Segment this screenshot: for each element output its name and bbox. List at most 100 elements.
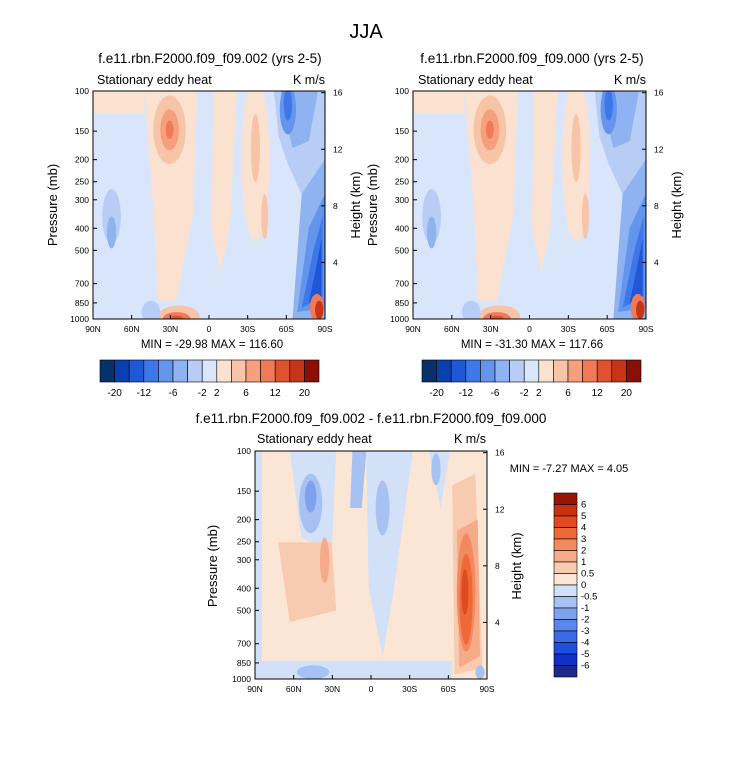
colorbar-swatch: [553, 359, 569, 383]
colorbar-swatch: [143, 359, 159, 383]
y-axis-right-label: Height (km): [509, 532, 524, 599]
colorbar-swatch: [553, 630, 578, 643]
contour-region: [629, 239, 643, 304]
y-tick-label: 150: [75, 126, 89, 136]
colorbar-label: -6: [169, 388, 178, 399]
y-tick-label: 400: [395, 223, 409, 233]
panel-left-label: Stationary eddy heat: [257, 432, 372, 446]
colorbar-label: 0: [581, 580, 586, 591]
colorbar-swatch: [553, 492, 578, 505]
colorbar-swatch: [553, 619, 578, 632]
contour-region: [635, 300, 645, 319]
colorbar-swatch: [553, 653, 578, 666]
colorbar-label: 3: [581, 534, 586, 545]
contour-region: [581, 193, 589, 240]
colorbar-swatch: [553, 515, 578, 528]
colorbar-label: 20: [299, 388, 311, 399]
min-max-text: MIN = -31.30 MAX = 117.66: [461, 339, 603, 351]
contour-field: [413, 91, 646, 319]
contour-region: [426, 216, 437, 249]
colorbar-swatch: [231, 359, 247, 383]
contour-region: [106, 216, 117, 249]
colorbar-swatch: [289, 359, 305, 383]
y-right-tick-label: 4: [495, 617, 500, 627]
x-tick-label: 30N: [483, 324, 499, 334]
y-right-tick-label: 12: [495, 504, 505, 514]
y-tick-label: 700: [395, 279, 409, 289]
colorbar-swatch: [553, 665, 578, 678]
contour-region: [255, 660, 453, 679]
x-tick-label: 30S: [402, 684, 417, 694]
colorbar-swatch: [245, 359, 261, 383]
contour-region: [350, 451, 367, 508]
y-tick-label: 700: [75, 279, 89, 289]
colorbar-swatch: [114, 359, 130, 383]
colorbar-swatch: [465, 359, 481, 383]
contour-region: [485, 120, 494, 139]
contour-region: [531, 91, 558, 274]
x-tick-label: 30N: [163, 324, 179, 334]
colorbar-swatch: [304, 359, 320, 383]
y-tick-label: 500: [75, 245, 89, 255]
colorbar-label: 12: [592, 388, 604, 399]
contour-region: [319, 537, 330, 584]
contour-region: [165, 120, 174, 139]
y-tick-label: 100: [237, 446, 251, 456]
x-tick-label: 60S: [279, 324, 294, 334]
y-right-tick-label: 8: [495, 561, 500, 571]
contour-region: [211, 91, 237, 274]
y-right-tick-label: 12: [654, 144, 664, 154]
colorbar-label: 12: [270, 388, 282, 399]
colorbar-swatch: [274, 359, 291, 383]
colorbar-swatch: [538, 359, 554, 383]
panel-units: K m/s: [293, 73, 325, 87]
colorbar-swatch: [553, 596, 578, 609]
y-tick-label: 250: [237, 537, 251, 547]
colorbar-label: 0.5: [581, 569, 594, 580]
panel-title: f.e11.rbn.F2000.f09_f09.000 (yrs 2-5): [420, 51, 643, 66]
x-tick-label: 60N: [124, 324, 140, 334]
colorbar-label: -1: [581, 603, 589, 614]
x-tick-label: 60S: [600, 324, 615, 334]
y-tick-label: 850: [395, 298, 409, 308]
x-tick-label: 60N: [444, 324, 460, 334]
y-tick-label: 500: [237, 605, 251, 615]
contour-region: [431, 453, 441, 486]
contour-region: [141, 300, 161, 319]
colorbar-swatch: [260, 359, 276, 383]
contour-region: [461, 300, 481, 319]
contour-region: [315, 300, 324, 319]
colorbar-label: 6: [581, 500, 586, 511]
colorbar-swatch: [421, 359, 437, 383]
colorbar-label: 1: [581, 557, 586, 568]
y-tick-label: 700: [237, 639, 251, 649]
contour-region: [255, 451, 262, 679]
y-tick-label: 1000: [232, 674, 251, 684]
y-right-tick-label: 16: [654, 88, 664, 98]
y-tick-label: 200: [75, 155, 89, 165]
colorbar-swatch: [553, 561, 578, 574]
y-tick-label: 1000: [390, 314, 409, 324]
colorbar-label: 2: [536, 388, 542, 399]
y-tick-label: 300: [237, 555, 251, 565]
colorbar-swatch: [582, 359, 598, 383]
y-right-tick-label: 16: [333, 88, 343, 98]
contour-region: [489, 315, 504, 319]
colorbar-label: -20: [429, 388, 444, 399]
y-tick-label: 200: [395, 155, 409, 165]
colorbar-label: -2: [581, 615, 589, 626]
y-axis-right-label: Height (km): [669, 171, 684, 238]
axes: 90N 60N 30N 0 30S 60S 90S 100 150 200 250 300 400 500…: [70, 86, 343, 334]
x-tick-label: 30S: [240, 324, 255, 334]
colorbar-swatch: [128, 359, 145, 383]
contour-region: [413, 91, 465, 114]
axes: 90N 60N 30N 0 30S 60S 90S 100 150 200 250 300 400 500…: [232, 446, 505, 694]
colorbar-label: -0.5: [581, 592, 597, 603]
colorbar-swatch: [509, 359, 525, 383]
colorbar-label: -6: [581, 661, 589, 672]
panel-title: f.e11.rbn.F2000.f09_f09.002 - f.e11.rbn.…: [196, 411, 547, 426]
colorbar-swatch: [626, 359, 642, 383]
x-tick-label: 90S: [638, 324, 653, 334]
colorbar-swatch: [596, 359, 613, 383]
